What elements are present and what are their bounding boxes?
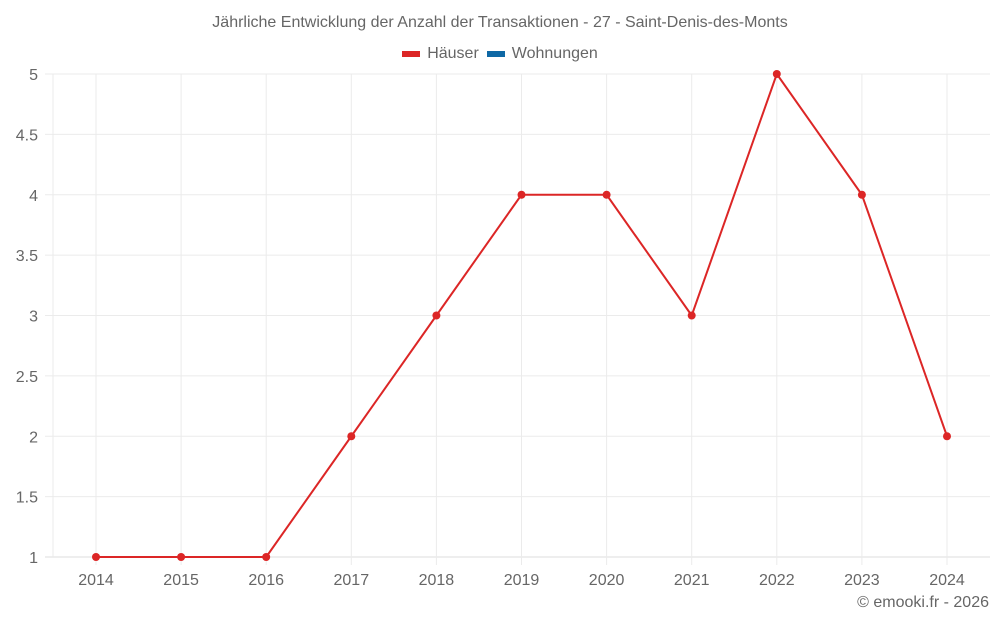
x-tick-label: 2019	[504, 572, 540, 589]
legend: Häuser Wohnungen	[0, 45, 1000, 63]
x-tick-label: 2017	[334, 572, 370, 589]
data-point[interactable]	[772, 70, 781, 78]
y-tick-label: 4	[29, 188, 38, 205]
series-haeuser	[92, 70, 951, 561]
legend-label-haeuser: Häuser	[427, 45, 479, 62]
legend-swatch-wohnungen	[486, 51, 505, 57]
x-tick-label: 2024	[929, 572, 965, 589]
x-tick-label: 2016	[248, 572, 284, 589]
data-point[interactable]	[177, 553, 186, 561]
grid-lines	[45, 73, 990, 565]
data-point[interactable]	[857, 190, 866, 199]
legend-item-wohnungen[interactable]: Wohnungen	[486, 45, 598, 63]
x-tick-label: 2015	[163, 572, 199, 589]
x-tick-label: 2023	[844, 572, 880, 589]
y-tick-label: 2	[29, 429, 38, 446]
y-axis: 1 1.5 2 2.5 3 3.5 4 4.5 5	[16, 67, 38, 567]
y-tick-label: 3	[29, 309, 38, 326]
x-tick-label: 2020	[589, 572, 625, 589]
chart-title: Jährliche Entwicklung der Anzahl der Tra…	[212, 14, 788, 31]
y-tick-label: 2.5	[16, 369, 38, 386]
y-tick-label: 1	[29, 550, 38, 567]
legend-item-haeuser[interactable]: Häuser	[402, 45, 479, 63]
x-tick-label: 2021	[674, 572, 710, 589]
y-tick-label: 1.5	[16, 490, 38, 507]
x-tick-label: 2014	[78, 572, 114, 589]
x-tick-label: 2022	[759, 572, 795, 589]
x-tick-label: 2018	[419, 572, 455, 589]
y-tick-label: 4.5	[16, 127, 38, 144]
data-point[interactable]	[432, 311, 441, 320]
data-point[interactable]	[687, 311, 696, 320]
credit-text: © emooki.fr - 2026	[857, 594, 989, 611]
legend-label-wohnungen: Wohnungen	[511, 45, 598, 62]
x-axis: 2014 2015 2016 2017 2018 2019 2020 2021 2022 2023…	[78, 572, 965, 589]
data-point[interactable]	[517, 190, 526, 199]
data-point[interactable]	[262, 553, 271, 561]
data-point[interactable]	[943, 432, 951, 441]
legend-swatch-haeuser	[402, 51, 421, 57]
data-point[interactable]	[347, 432, 356, 441]
data-point[interactable]	[92, 553, 100, 561]
y-tick-label: 5	[29, 67, 38, 84]
y-tick-label: 3.5	[16, 248, 38, 265]
data-point[interactable]	[602, 190, 611, 199]
